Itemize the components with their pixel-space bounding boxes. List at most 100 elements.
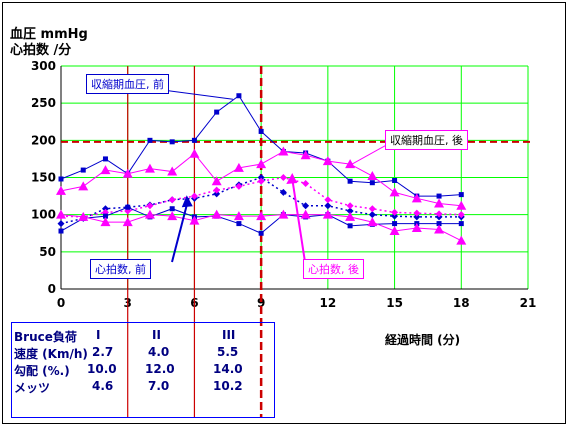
data-point-sbp_before — [191, 137, 197, 143]
data-point-sbp_before — [458, 192, 464, 198]
data-point-dbp_after — [167, 211, 178, 221]
data-point-hr_before — [368, 211, 376, 219]
data-point-hr_after — [368, 205, 376, 213]
table-cell: III — [222, 328, 236, 342]
data-point-hr_before — [324, 202, 332, 210]
table-cell: 4.6 — [92, 379, 114, 393]
x-tick-label: 0 — [57, 296, 65, 310]
data-point-dbp_before — [258, 230, 264, 236]
table-row-label: メッツ — [14, 381, 51, 395]
data-point-sbp_before — [392, 177, 398, 183]
callout-arrowhead-hr-before — [181, 195, 193, 208]
data-point-hr_before — [101, 205, 109, 213]
table-row-label: 速度 (Km/h) — [14, 347, 88, 361]
table-cell: 5.5 — [217, 345, 239, 359]
data-point-dbp_after — [367, 217, 378, 227]
table-cell: 10.0 — [87, 362, 117, 376]
data-point-dbp_after — [322, 209, 333, 219]
data-point-dbp_before — [392, 221, 398, 227]
data-point-dbp_after — [144, 209, 155, 219]
data-point-hr_after — [146, 202, 154, 210]
data-point-sbp_before — [258, 128, 264, 134]
x-tick-label: 15 — [386, 296, 403, 310]
y-axis-title-hr: 心拍数 /分 — [10, 43, 72, 58]
table-cell: 2.7 — [92, 345, 114, 359]
data-point-dbp_after — [300, 209, 311, 219]
data-point-dbp_after — [434, 224, 445, 234]
data-point-hr_after — [302, 179, 310, 187]
data-point-sbp_after — [189, 148, 200, 158]
data-point-hr_before — [413, 213, 421, 221]
table-row-label: 勾配 (%.) — [14, 364, 70, 378]
data-point-hr_after — [324, 196, 332, 204]
data-point-hr_before — [257, 174, 265, 181]
data-point-hr_after — [391, 208, 399, 216]
data-point-dbp_before — [58, 228, 64, 234]
y-tick-label: 100 — [31, 208, 56, 222]
data-point-dbp_after — [256, 211, 267, 221]
table-cell: II — [152, 328, 161, 342]
x-tick-label: 12 — [320, 296, 337, 310]
data-point-hr_before — [57, 220, 65, 228]
data-point-sbp_after — [144, 163, 155, 173]
data-point-hr_before — [346, 207, 354, 215]
table-cell: 10.2 — [213, 379, 243, 393]
callout-hr-before: 心拍数, 前 — [90, 259, 151, 279]
data-point-dbp_after — [78, 211, 89, 221]
x-tick-label: 21 — [520, 296, 537, 310]
bruce-protocol-table — [11, 322, 275, 418]
data-point-dbp_after — [345, 211, 356, 221]
data-point-sbp_before — [169, 139, 175, 145]
data-point-dbp_after — [389, 226, 400, 236]
data-point-sbp_after — [300, 150, 311, 160]
data-point-sbp_after — [100, 165, 111, 175]
data-point-hr_after — [190, 192, 198, 200]
data-point-sbp_before — [436, 193, 442, 199]
table-cell: I — [96, 328, 101, 342]
data-point-hr_after — [279, 174, 287, 181]
data-point-dbp_before — [236, 221, 242, 227]
data-point-hr_after — [457, 211, 465, 219]
callout-arrowhead-hr-after — [286, 172, 298, 184]
data-point-hr_after — [213, 186, 221, 194]
y-tick-label: 200 — [31, 133, 56, 147]
y-axis-title-bp: 血圧 mmHg — [10, 27, 88, 42]
data-point-dbp_after — [211, 209, 222, 219]
data-point-dbp_after — [411, 223, 422, 233]
data-point-hr_after — [346, 202, 354, 210]
data-point-sbp_after — [345, 159, 356, 169]
data-point-dbp_after — [100, 217, 111, 227]
data-point-sbp_after — [367, 171, 378, 181]
y-tick-label: 250 — [31, 96, 56, 110]
data-point-hr_before — [213, 190, 221, 198]
data-point-sbp_before — [102, 156, 108, 162]
x-tick-label: 18 — [453, 296, 470, 310]
data-point-hr_before — [302, 202, 310, 210]
callout-sbp-after: 収縮期血圧, 後 — [385, 130, 468, 150]
y-tick-label: 50 — [39, 245, 56, 259]
y-tick-label: 0 — [48, 282, 56, 296]
data-point-dbp_after — [456, 235, 467, 245]
data-point-dbp_after — [233, 211, 244, 221]
y-tick-label: 150 — [31, 171, 56, 185]
data-point-hr_after — [257, 177, 265, 185]
data-point-dbp_before — [169, 206, 175, 212]
data-point-dbp_after — [122, 217, 133, 227]
data-point-dbp_before — [102, 213, 108, 219]
data-point-dbp_after — [278, 209, 289, 219]
y-tick-label: 300 — [31, 59, 56, 73]
table-cell: 7.0 — [148, 379, 170, 393]
data-point-sbp_after — [389, 187, 400, 197]
table-cell: 4.0 — [148, 345, 170, 359]
data-point-sbp_before — [147, 137, 153, 143]
data-point-hr_before — [391, 212, 399, 220]
data-point-dbp_before — [458, 221, 464, 227]
table-cell: 14.0 — [213, 362, 243, 376]
callout-arrow-hr-before — [171, 201, 189, 263]
data-point-sbp_before — [80, 167, 86, 173]
data-point-sbp_before — [369, 180, 375, 186]
callout-pointer-sbp-after — [351, 142, 391, 165]
data-point-sbp_after — [278, 146, 289, 156]
data-point-sbp_after — [78, 181, 89, 191]
